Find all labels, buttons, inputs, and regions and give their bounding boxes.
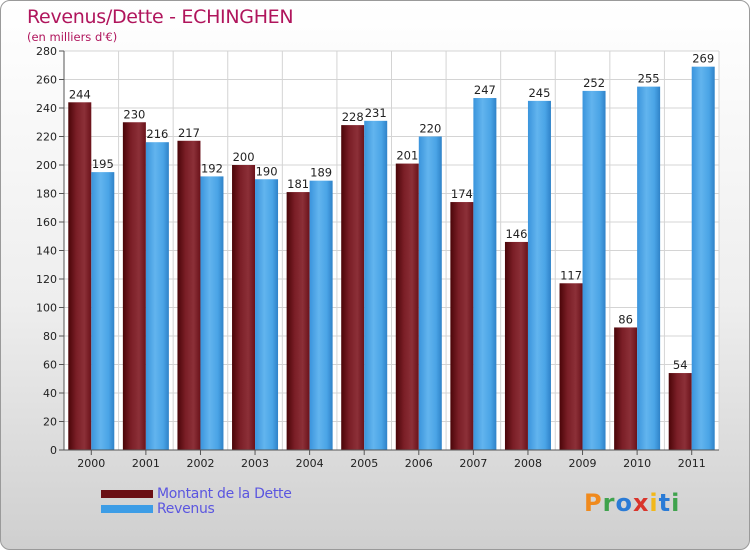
y-tick-label: 160: [36, 216, 57, 229]
grid: [63, 50, 720, 451]
legend-label-dette: Montant de la Dette: [157, 486, 292, 502]
data-label: 220: [419, 122, 441, 136]
x-tick-label: 2007: [459, 457, 487, 470]
legend-label-revenus: Revenus: [157, 501, 215, 517]
data-label: 117: [560, 268, 582, 282]
data-label: 247: [474, 83, 496, 97]
legend-swatch-revenus: [101, 505, 153, 513]
x-tick-label: 2001: [132, 457, 160, 470]
bar-dette: [286, 192, 310, 450]
data-label: 200: [233, 150, 255, 164]
bar-dette: [450, 202, 474, 450]
x-tick-label: 2006: [405, 457, 433, 470]
y-tick-label: 100: [36, 302, 57, 315]
bars: [68, 66, 715, 451]
chart-subtitle: (en milliers d'€): [27, 30, 118, 44]
data-label: 217: [178, 126, 200, 140]
y-tick-label: 140: [36, 245, 57, 258]
bar-revenus: [364, 120, 388, 450]
y-tick-label: 220: [36, 131, 57, 144]
proxiti-logo: Proxiti: [584, 489, 680, 517]
data-label: 252: [583, 76, 605, 90]
data-label: 86: [618, 312, 633, 326]
data-label: 269: [692, 52, 714, 66]
data-label: 190: [256, 164, 278, 178]
data-label: 195: [92, 157, 114, 171]
bar-revenus: [145, 142, 169, 450]
bar-revenus: [255, 179, 279, 450]
x-tick-label: 2008: [514, 457, 542, 470]
chart-title: Revenus/Dette - ECHINGHEN: [27, 6, 294, 28]
data-label: 255: [638, 72, 660, 86]
bar-revenus: [691, 66, 715, 451]
y-tick-label: 40: [43, 387, 57, 400]
bar-revenus: [473, 98, 497, 451]
y-tick-label: 200: [36, 159, 57, 172]
x-tick-label: 2010: [623, 457, 651, 470]
data-label: 192: [201, 161, 223, 175]
logo-letter: x: [632, 489, 650, 517]
logo-letter: i: [649, 489, 659, 517]
y-tick-label: 60: [43, 359, 57, 372]
y-tick-label: 120: [36, 273, 57, 286]
data-label: 231: [365, 106, 387, 120]
x-tick-label: 2002: [186, 457, 214, 470]
y-tick-label: 240: [36, 102, 57, 115]
logo-letter: i: [671, 489, 681, 517]
x-tick-label: 2005: [350, 457, 378, 470]
bar-dette: [232, 165, 256, 450]
data-label: 216: [146, 127, 168, 141]
x-tick-label: 2011: [678, 457, 706, 470]
bar-revenus: [309, 180, 333, 451]
x-tick-label: 2000: [77, 457, 105, 470]
y-tick-label: 80: [43, 330, 57, 343]
x-tick-label: 2004: [296, 457, 324, 470]
data-label: 54: [673, 358, 688, 372]
bar-revenus: [200, 176, 224, 450]
bar-dette: [177, 140, 201, 450]
y-tick-label: 20: [43, 416, 57, 429]
logo-letter: o: [615, 489, 633, 517]
bar-dette: [668, 373, 692, 450]
data-label: 189: [310, 166, 332, 180]
data-label: 244: [69, 87, 91, 101]
bar-revenus: [637, 86, 661, 450]
data-label: 245: [528, 86, 550, 100]
bar-dette: [504, 241, 528, 450]
data-label: 230: [123, 107, 145, 121]
data-label: 181: [287, 177, 309, 191]
x-tick-label: 2003: [241, 457, 269, 470]
bar-revenus: [91, 172, 115, 450]
data-label: 146: [505, 227, 527, 241]
y-tick-label: 180: [36, 188, 57, 201]
y-tick-label: 260: [36, 74, 57, 87]
bar-dette: [614, 327, 638, 450]
bar-dette: [395, 163, 419, 450]
logo-letter: t: [658, 489, 672, 517]
logo-letter: P: [584, 489, 603, 517]
bar-revenus: [527, 100, 551, 450]
bar-dette: [559, 283, 583, 450]
data-label: 201: [396, 149, 418, 163]
data-label: 174: [451, 187, 473, 201]
data-label: 228: [342, 110, 364, 124]
y-tick-label: 280: [36, 45, 57, 58]
legend-swatch-dette: [101, 490, 153, 498]
x-tick-label: 2009: [569, 457, 597, 470]
bar-revenus: [582, 90, 606, 451]
bar-dette: [68, 102, 92, 451]
logo-letter: r: [602, 489, 616, 517]
axes: 0 20 40 60 80 100 120 140 160 180 200 220 240 260 280 2…: [36, 45, 719, 470]
bar-revenus: [418, 136, 442, 450]
bar-dette: [341, 125, 365, 450]
bar-dette: [122, 122, 146, 450]
y-tick-label: 0: [50, 444, 57, 457]
